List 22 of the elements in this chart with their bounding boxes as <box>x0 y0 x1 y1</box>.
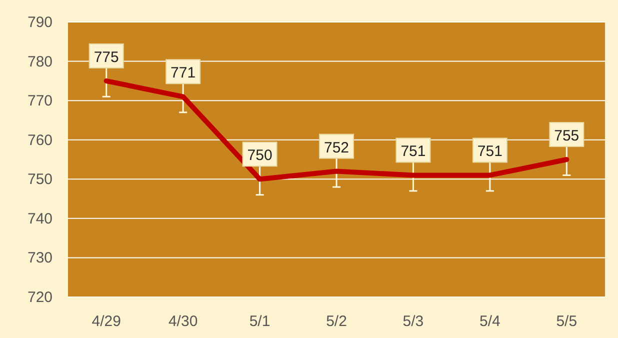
data-label: 750 <box>247 147 272 164</box>
y-tick-label: 740 <box>27 210 53 228</box>
x-tick-label: 4/30 <box>168 313 198 330</box>
data-label: 755 <box>554 128 580 144</box>
x-tick-label: 5/5 <box>556 313 578 330</box>
x-tick-label: 5/4 <box>480 313 500 330</box>
y-tick-label: 790 <box>27 14 53 31</box>
y-tick-label: 730 <box>27 250 53 267</box>
x-tick-label: 4/29 <box>92 313 121 330</box>
data-label: 751 <box>477 143 502 160</box>
x-tick-label: 5/3 <box>402 313 424 330</box>
data-label: 775 <box>94 48 119 66</box>
y-tick-label: 720 <box>27 289 53 306</box>
y-tick-label: 750 <box>27 171 53 188</box>
data-label: 752 <box>324 139 350 156</box>
x-tick-label: 5/1 <box>249 313 270 330</box>
y-tick-label: 760 <box>27 132 53 149</box>
data-label: 771 <box>170 64 196 82</box>
y-tick-label: 780 <box>27 53 53 70</box>
y-tick-label: 770 <box>27 92 53 110</box>
x-tick-label: 5/2 <box>326 313 347 330</box>
data-label: 751 <box>400 143 426 160</box>
